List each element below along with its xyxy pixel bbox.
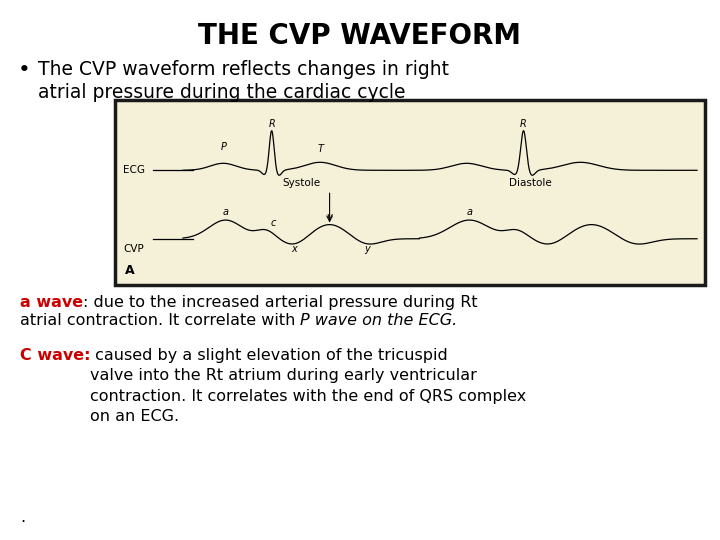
Text: P wave on the ECG.: P wave on the ECG. [300, 313, 458, 328]
Text: x: x [292, 244, 297, 254]
Text: v: v [327, 212, 333, 222]
Text: A: A [125, 264, 135, 277]
Text: ECG: ECG [123, 165, 145, 176]
Text: C wave:: C wave: [20, 348, 91, 363]
Text: T: T [317, 144, 323, 154]
Text: CVP: CVP [123, 244, 144, 254]
Text: •: • [18, 60, 31, 80]
Text: c: c [270, 218, 276, 228]
Text: P: P [220, 143, 226, 152]
Text: Systole: Systole [282, 178, 320, 188]
Text: a: a [222, 207, 228, 217]
Text: a wave: a wave [20, 295, 83, 310]
Text: atrial contraction. It correlate with: atrial contraction. It correlate with [20, 313, 300, 328]
Bar [115, 100, 705, 285]
Text: caused by a slight elevation of the tricuspid
valve into the Rt atrium during ea: caused by a slight elevation of the tric… [91, 348, 527, 424]
Text: R: R [520, 119, 527, 129]
Text: .: . [20, 510, 25, 525]
Text: : due to the increased arterial pressure during Rt: : due to the increased arterial pressure… [83, 295, 478, 310]
Text: Diastole: Diastole [509, 178, 552, 188]
Text: The CVP waveform reflects changes in right: The CVP waveform reflects changes in rig… [38, 60, 449, 79]
Text: atrial pressure during the cardiac cycle: atrial pressure during the cardiac cycle [38, 83, 405, 102]
Text: a: a [467, 207, 472, 217]
Text: THE CVP WAVEFORM: THE CVP WAVEFORM [199, 22, 521, 50]
Text: R: R [269, 119, 275, 129]
Text: y: y [364, 244, 370, 254]
